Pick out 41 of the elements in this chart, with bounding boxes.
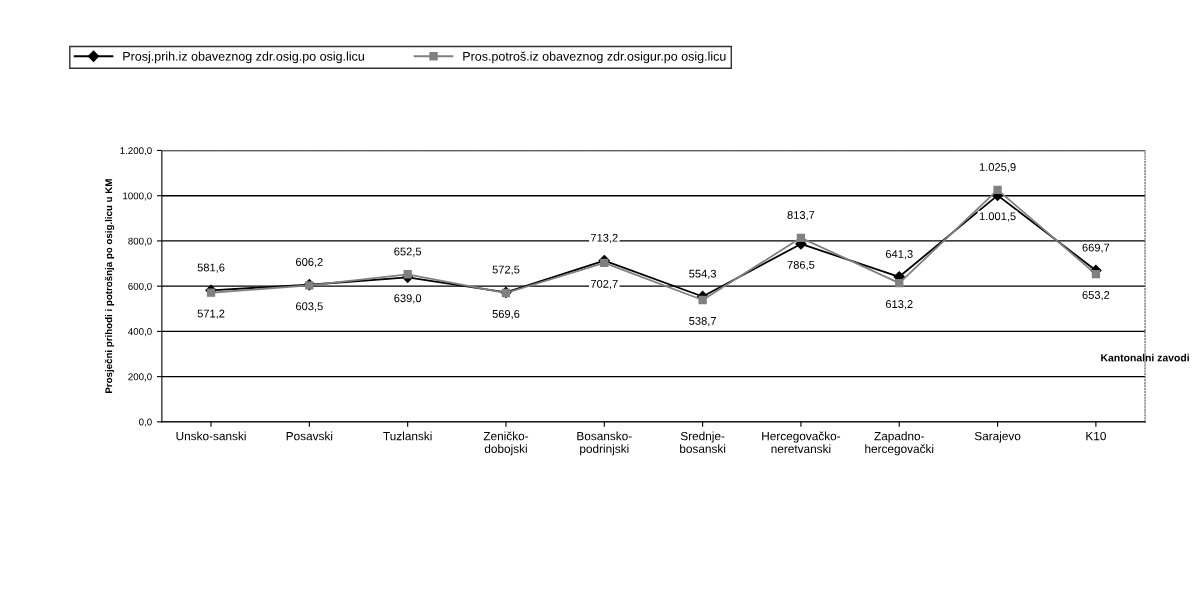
y-tick-label: 600,0 <box>128 282 152 291</box>
data-label: 786,5 <box>787 260 815 271</box>
data-label: 702,7 <box>590 279 618 290</box>
data-label: 713,2 <box>590 233 618 243</box>
x-tick-label: Zapadno- hercegovački <box>865 431 934 456</box>
x-tick-label: K10 <box>1086 431 1106 441</box>
x-tick-label: Tuzlanski <box>383 431 432 441</box>
data-label: 603,5 <box>296 302 323 312</box>
data-label: 813,7 <box>787 211 815 221</box>
data-label: 1.025,9 <box>979 163 1016 173</box>
x-tick-label: Hercegovačko- neretvanski <box>762 431 841 453</box>
x-tick-label: Zeničko- dobojski <box>483 431 529 456</box>
x-tick-label: Bosansko- podrinjski <box>577 431 632 456</box>
y-tick-label: 1.200,0 <box>120 147 152 156</box>
x-tick-label: Srednje- bosanski <box>680 431 726 453</box>
data-label: 554,3 <box>689 269 717 279</box>
data-label: 571,2 <box>197 309 225 319</box>
data-label: 606,2 <box>296 258 323 268</box>
x-axis-title: Kantonalni zavodi <box>1101 353 1189 362</box>
data-label: 641,3 <box>885 250 913 260</box>
y-tick-label: 800,0 <box>128 237 152 246</box>
y-axis-title: Prosječni prihodi i potrošnja po osig.licu u KM <box>104 179 115 393</box>
data-label: 669,7 <box>1082 243 1110 253</box>
data-label: 613,2 <box>885 300 913 310</box>
data-label: 538,7 <box>689 316 716 327</box>
y-tick-label: 200,0 <box>128 373 152 382</box>
y-tick-label: 400,0 <box>128 328 152 337</box>
data-label: 652,5 <box>394 247 422 257</box>
data-label: 639,0 <box>394 294 422 304</box>
y-tick-label: 1000,0 <box>123 192 152 201</box>
data-label: 653,2 <box>1082 291 1110 301</box>
x-tick-label: Unsko-sanski <box>176 431 246 441</box>
data-label: 1.001,5 <box>979 212 1016 222</box>
data-label: 581,6 <box>197 263 225 273</box>
x-tick-label: Posavski <box>286 431 333 441</box>
data-label: 569,6 <box>492 309 520 320</box>
data-label: 572,5 <box>492 265 520 275</box>
x-tick-label: Sarajevo <box>974 431 1021 443</box>
legend-label: Pros.potroš.iz obaveznog zdr.osigur.po osig.licu <box>463 51 726 64</box>
y-tick-label: 0,0 <box>139 418 152 427</box>
legend-label: Prosj.prih.iz obaveznog zdr.osig.po osig.licu <box>123 51 364 64</box>
